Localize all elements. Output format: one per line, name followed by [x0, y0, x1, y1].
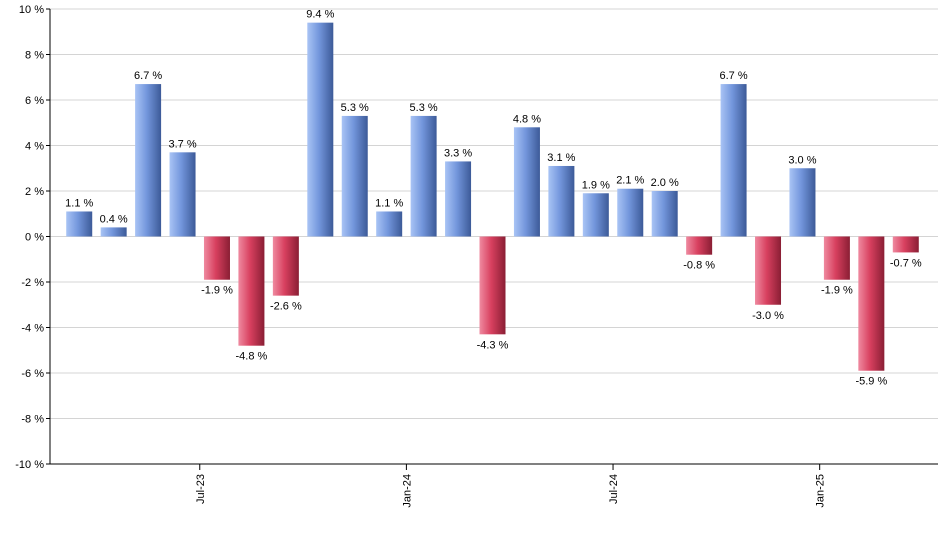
bars [66, 22, 919, 371]
bar-negative [892, 236, 919, 253]
value-label: 2.1 % [616, 175, 644, 187]
value-label: 6.7 % [134, 70, 162, 82]
bar-negative [238, 236, 265, 346]
bar-positive [169, 152, 196, 237]
bar-positive [307, 22, 334, 237]
x-tick-label: Jan-24 [401, 474, 413, 508]
bar-positive [582, 193, 609, 237]
bar-negative [755, 236, 782, 305]
bar-negative [686, 236, 713, 255]
y-tick-label: -4 % [21, 323, 44, 335]
value-label: -4.8 % [236, 351, 268, 363]
value-label: 5.3 % [341, 102, 369, 114]
y-tick-label: -8 % [21, 414, 44, 426]
bar-positive [341, 115, 368, 237]
value-label: -0.8 % [683, 260, 715, 272]
axes: -10 % -8 % -6 % -4 % -2 % 0 % 2 % 4 % 6 % 8 % 10 %… [15, 4, 938, 508]
bar-positive [720, 84, 747, 237]
y-tick-label: 8 % [25, 50, 44, 62]
value-label: 1.1 % [375, 197, 403, 209]
bar-negative [823, 236, 850, 280]
bar-negative [858, 236, 885, 371]
value-label: 3.3 % [444, 147, 472, 159]
value-label: 1.9 % [582, 179, 610, 191]
bar-positive [410, 115, 437, 237]
bar-positive [100, 227, 127, 237]
y-tick-label: 4 % [25, 141, 44, 153]
bar-positive [789, 168, 816, 237]
y-tick-label: -10 % [15, 459, 44, 471]
value-labels: 1.1 % 0.4 % 6.7 % 3.7 % -1.9 % -4.8 % -2.6 % 9.… [65, 9, 922, 388]
value-label: 2.0 % [651, 177, 679, 189]
bar-positive [135, 84, 162, 237]
bar-positive [513, 127, 540, 237]
bar-negative [203, 236, 230, 280]
bar-positive [548, 165, 575, 237]
value-label: -3.0 % [752, 310, 784, 322]
x-tick-label: Jul-24 [608, 474, 620, 504]
value-label: 3.1 % [547, 152, 575, 164]
y-tick-label: 10 % [19, 4, 44, 16]
bar-positive [66, 211, 93, 237]
value-label: -4.3 % [477, 339, 509, 351]
value-label: -2.6 % [270, 301, 302, 313]
value-label: 4.8 % [513, 113, 541, 125]
bar-positive [617, 188, 644, 237]
bar-negative [272, 236, 299, 296]
value-label: -1.9 % [201, 285, 233, 297]
y-tick-label: -2 % [21, 277, 44, 289]
value-label: 3.7 % [168, 138, 196, 150]
y-tick-label: 2 % [25, 186, 44, 198]
value-label: 0.4 % [100, 213, 128, 225]
x-tick-label: Jul-23 [195, 474, 207, 504]
value-label: -0.7 % [890, 257, 922, 269]
value-label: 5.3 % [410, 102, 438, 114]
y-tick-label: -6 % [21, 368, 44, 380]
bar-positive [376, 211, 403, 237]
x-tick-label: Jan-25 [815, 474, 827, 508]
value-label: 3.0 % [788, 154, 816, 166]
bar-negative [479, 236, 506, 335]
bar-positive [651, 191, 678, 237]
value-label: 6.7 % [720, 70, 748, 82]
value-label: -1.9 % [821, 285, 853, 297]
value-label: -5.9 % [855, 376, 887, 388]
value-label: 1.1 % [65, 197, 93, 209]
bar-positive [445, 161, 472, 237]
value-label: 9.4 % [306, 9, 334, 21]
y-tick-label: 0 % [25, 232, 44, 244]
y-tick-label: 6 % [25, 95, 44, 107]
